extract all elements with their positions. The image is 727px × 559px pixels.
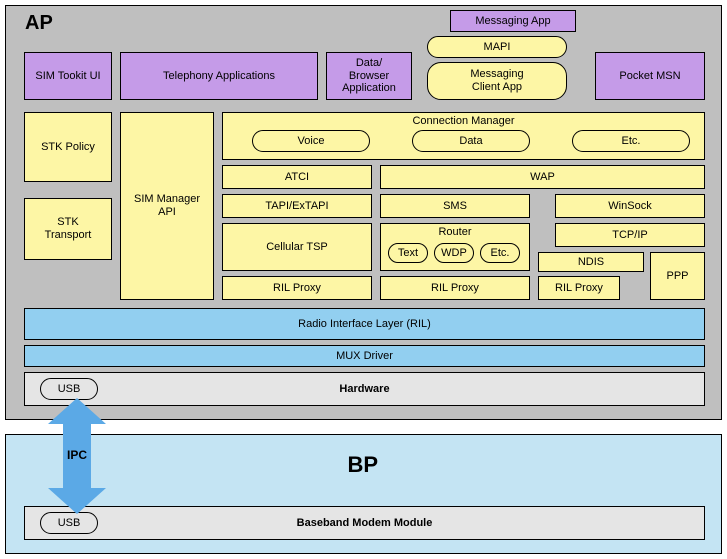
r-text: Text [388,243,428,263]
stk-policy: STK Policy [24,112,112,182]
mux: MUX Driver [24,345,705,367]
ndis: NDIS [538,252,644,272]
bp-title: BP [348,452,379,478]
r-etc: Etc. [480,243,520,263]
hardware: Hardware [24,372,705,406]
ril: Radio Interface Layer (RIL) [24,308,705,340]
data-browser: Data/ Browser Application [326,52,412,100]
section-gap [0,422,727,432]
atci: ATCI [222,165,372,189]
ap-usb: USB [40,378,98,400]
cell-tsp: Cellular TSP [222,223,372,271]
r-wdp: WDP [434,243,474,263]
cm-data: Data [412,130,530,152]
tapi: TAPI/ExTAPI [222,194,372,218]
sim-toolkit-ui: SIM Tookit UI [24,52,112,100]
ril-proxy3: RIL Proxy [538,276,620,300]
tcpip: TCP/IP [555,223,705,247]
stk-transport: STK Transport [24,198,112,260]
mapi: MAPI [427,36,567,58]
wap: WAP [380,165,705,189]
bp-usb: USB [40,512,98,534]
pocket-msn: Pocket MSN [595,52,705,100]
ipc-label: IPC [48,448,106,464]
cm-etc: Etc. [572,130,690,152]
messaging-client: Messaging Client App [427,62,567,100]
messaging-app: Messaging App [450,10,576,32]
baseband: Baseband Modem Module [24,506,705,540]
sms: SMS [380,194,530,218]
ril-proxy2: RIL Proxy [380,276,530,300]
sim-mgr-api: SIM Manager API [120,112,214,300]
winsock: WinSock [555,194,705,218]
telephony-apps: Telephony Applications [120,52,318,100]
ppp: PPP [650,252,705,300]
ipc-arrow: IPC [48,398,106,514]
ap-title: AP [25,12,53,35]
ril-proxy1: RIL Proxy [222,276,372,300]
cm-voice: Voice [252,130,370,152]
